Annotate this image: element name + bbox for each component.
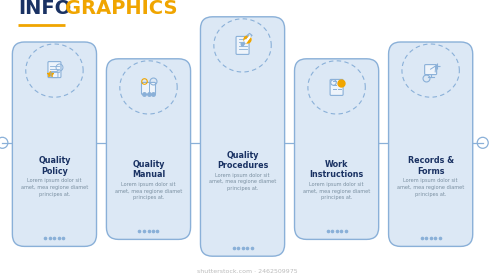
FancyBboxPatch shape (142, 82, 155, 94)
Ellipse shape (308, 61, 365, 114)
Text: Lorem ipsum dolor sit
amet, mea regione diamet
principes at.: Lorem ipsum dolor sit amet, mea regione … (21, 178, 88, 197)
Text: Quality
Manual: Quality Manual (132, 160, 165, 179)
Text: Lorem ipsum dolor sit
amet, mea regione diamet
principes at.: Lorem ipsum dolor sit amet, mea regione … (397, 178, 464, 197)
Ellipse shape (120, 61, 177, 114)
Text: Work
Instructions: Work Instructions (309, 160, 364, 179)
Text: Quality
Procedures: Quality Procedures (217, 151, 268, 170)
FancyBboxPatch shape (48, 62, 61, 78)
Text: INFO: INFO (18, 0, 71, 18)
Text: Lorem ipsum dolor sit
amet, mea regione diamet
principes at.: Lorem ipsum dolor sit amet, mea regione … (303, 182, 370, 200)
Ellipse shape (214, 19, 271, 72)
FancyBboxPatch shape (295, 59, 379, 239)
Text: GRAPHICS: GRAPHICS (65, 0, 178, 18)
FancyBboxPatch shape (236, 36, 249, 54)
FancyBboxPatch shape (12, 42, 97, 246)
Text: Quality
Policy: Quality Policy (38, 157, 71, 176)
FancyBboxPatch shape (389, 42, 473, 246)
Text: Lorem ipsum dolor sit
amet, mea regione diamet
principes at.: Lorem ipsum dolor sit amet, mea regione … (209, 173, 276, 191)
Text: Lorem ipsum dolor sit
amet, mea regione diamet
principes at.: Lorem ipsum dolor sit amet, mea regione … (115, 182, 182, 200)
FancyBboxPatch shape (200, 17, 285, 256)
Text: Records &
Forms: Records & Forms (407, 157, 454, 176)
FancyBboxPatch shape (330, 80, 343, 95)
Text: shutterstock.com · 2462509975: shutterstock.com · 2462509975 (197, 269, 298, 274)
FancyBboxPatch shape (106, 59, 191, 239)
Ellipse shape (26, 44, 83, 97)
FancyBboxPatch shape (425, 65, 437, 74)
Ellipse shape (402, 44, 459, 97)
